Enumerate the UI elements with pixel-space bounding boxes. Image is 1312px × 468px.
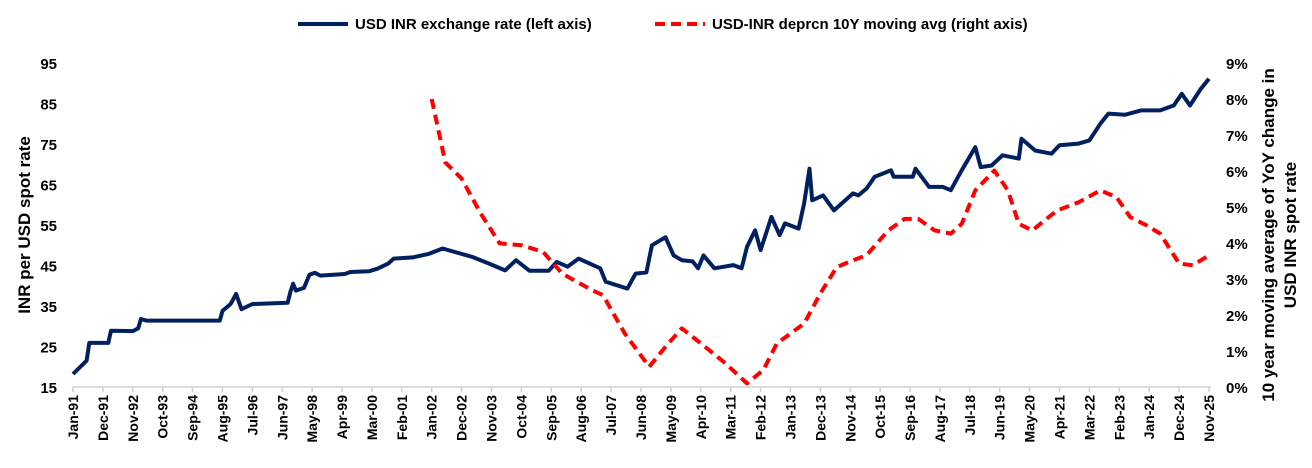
x-tick-label: Mar-22 (1081, 395, 1097, 440)
y-tick-label: 45 (40, 259, 57, 276)
x-tick-label: Jan-02 (424, 395, 440, 440)
x-tick-label: Nov-92 (125, 395, 141, 442)
y2-tick-label: 1% (1226, 344, 1248, 361)
x-tick-label: Jun-08 (633, 395, 649, 440)
x-tick-label: Oct-04 (513, 395, 529, 439)
y-tick-label: 15 (40, 380, 57, 397)
y2-tick-label: 7% (1226, 128, 1248, 145)
y-tick-label: 35 (40, 299, 57, 316)
y2-tick-label: 4% (1226, 236, 1248, 253)
x-tick-label: Jan-13 (782, 395, 798, 440)
x-tick-label: Apr-10 (693, 395, 709, 440)
y-axis-title: INR per USD spot rate (15, 136, 34, 314)
y2-tick-label: 0% (1226, 380, 1248, 397)
plot-area (71, 77, 1211, 386)
legend-label-moving-avg: USD-INR deprcn 10Y moving avg (right axi… (712, 16, 1028, 33)
x-tick-label: Oct-93 (155, 395, 171, 439)
x-tick-label: Aug-06 (573, 395, 589, 443)
y2-axis: 0% 1% 2% 3% 4% 5% 6% 7% 8% 9% (1226, 56, 1248, 397)
x-tick-label: May-09 (663, 395, 679, 443)
x-axis: Jan-91 Dec-91 Nov-92 Oct-93 Sep-94 Aug-95 Jul-… (65, 386, 1217, 443)
x-tick-label: Jan-91 (65, 395, 81, 440)
x-tick-label: May-98 (304, 395, 320, 443)
x-tick-label: Mar-11 (723, 395, 739, 440)
x-tick-label: Dec-13 (812, 395, 828, 441)
y2-tick-label: 2% (1226, 308, 1248, 325)
legend: USD INR exchange rate (left axis) USD-IN… (298, 16, 1028, 33)
x-tick-label: Oct-15 (872, 395, 888, 439)
x-tick-label: Nov-14 (842, 395, 858, 442)
x-tick-label: Jan-24 (1141, 395, 1157, 440)
y2-tick-label: 5% (1226, 200, 1248, 217)
x-tick-label: Nov-03 (484, 395, 500, 442)
y-tick-label: 85 (40, 97, 57, 114)
x-tick-label: May-20 (1022, 395, 1038, 443)
y-tick-label: 55 (40, 218, 57, 235)
x-tick-label: Feb-01 (394, 395, 410, 440)
x-tick-label: Dec-91 (95, 395, 111, 441)
x-tick-label: Aug-17 (932, 395, 948, 443)
x-tick-label: Jul-96 (244, 395, 260, 436)
y-tick-label: 25 (40, 340, 57, 357)
x-tick-label: Sep-05 (543, 395, 559, 441)
x-tick-label: Mar-00 (364, 395, 380, 440)
x-tick-label: Aug-95 (214, 395, 230, 443)
x-tick-label: Jul-07 (603, 395, 619, 436)
y2-tick-label: 9% (1226, 56, 1248, 73)
y2-axis-title-line-1: 10 year moving average of YoY change in (1259, 68, 1278, 402)
x-tick-label: Sep-16 (902, 395, 918, 441)
x-tick-label: Nov-25 (1201, 395, 1217, 442)
y-axis: 15 25 35 45 55 65 75 85 95 (40, 56, 57, 397)
y-tick-label: 95 (40, 56, 57, 73)
y-tick-label: 75 (40, 137, 57, 154)
x-tick-label: Dec-02 (454, 395, 470, 441)
x-tick-label: Feb-23 (1111, 395, 1127, 440)
series-line-moving-avg (429, 98, 1208, 386)
x-tick-label: Apr-21 (1052, 395, 1068, 440)
y2-axis-title-line-2: USD INR spot rate (1281, 162, 1300, 308)
legend-label-exchange-rate: USD INR exchange rate (left axis) (355, 16, 592, 33)
x-tick-label: Dec-24 (1171, 395, 1187, 441)
y-tick-label: 65 (40, 178, 57, 195)
series-line-exchange-rate (71, 77, 1211, 376)
x-tick-label: Apr-99 (334, 395, 350, 440)
x-tick-label: Sep-94 (185, 395, 201, 441)
x-tick-label: Jun-97 (274, 395, 290, 440)
y2-tick-label: 6% (1226, 164, 1248, 181)
x-tick-label: Jul-18 (962, 395, 978, 436)
x-tick-label: Feb-12 (753, 395, 769, 440)
x-tick-label: Jun-19 (992, 395, 1008, 440)
y2-tick-label: 3% (1226, 272, 1248, 289)
y2-tick-label: 8% (1226, 92, 1248, 109)
